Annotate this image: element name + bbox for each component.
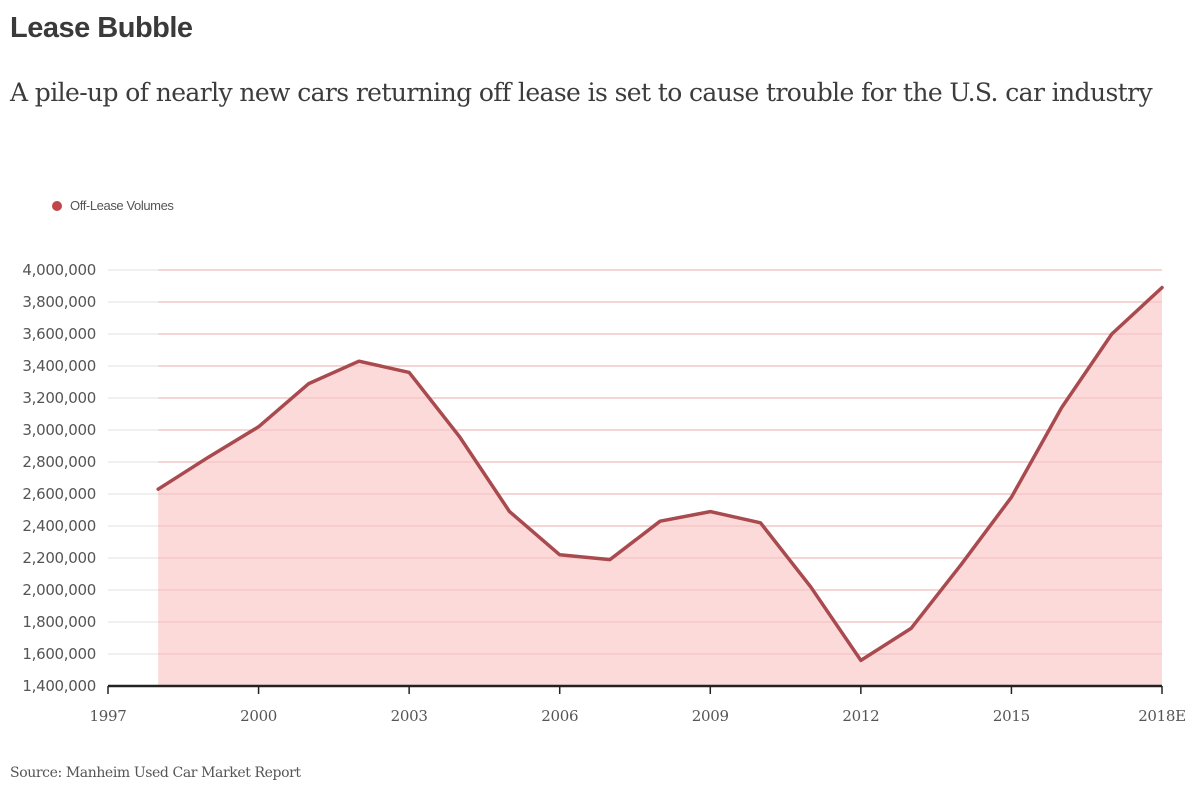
y-tick-label: 3,600,000 bbox=[22, 325, 96, 343]
y-tick-label: 3,000,000 bbox=[22, 421, 96, 439]
y-tick-label: 2,600,000 bbox=[22, 485, 96, 503]
y-tick-label: 2,400,000 bbox=[22, 517, 96, 535]
chart-title: Lease Bubble bbox=[10, 12, 193, 44]
legend: Off-Lease Volumes bbox=[52, 198, 174, 213]
x-tick-label: 2018E bbox=[1138, 707, 1186, 725]
chart-subtitle: A pile-up of nearly new cars returning o… bbox=[10, 78, 1153, 107]
y-tick-label: 1,800,000 bbox=[22, 613, 96, 631]
source-note: Source: Manheim Used Car Market Report bbox=[10, 765, 301, 781]
y-tick-label: 3,200,000 bbox=[22, 389, 96, 407]
legend-dot-icon bbox=[52, 200, 62, 211]
x-tick-label: 2000 bbox=[240, 707, 277, 725]
x-tick-label: 2015 bbox=[993, 707, 1030, 725]
x-tick-label: 2006 bbox=[541, 707, 578, 725]
area-fill bbox=[158, 287, 1162, 686]
y-tick-label: 2,000,000 bbox=[22, 581, 96, 599]
x-axis: 1997 2000 2003 2006 2009 2012 2015 2018E bbox=[90, 684, 1186, 725]
x-tick-label: 2009 bbox=[692, 707, 729, 725]
area-layer bbox=[156, 269, 1164, 686]
x-tick-label: 2003 bbox=[391, 707, 428, 725]
y-tick-label: 1,600,000 bbox=[22, 645, 96, 663]
y-tick-label: 3,400,000 bbox=[22, 357, 96, 375]
series-line-off-lease-volumes bbox=[156, 285, 1164, 663]
y-axis-ticks: 4,000,000 3,800,000 3,600,000 3,400,000 3,20… bbox=[22, 261, 96, 695]
y-tick-label: 2,800,000 bbox=[22, 453, 96, 471]
x-tick-label: 1997 bbox=[90, 707, 127, 725]
legend-label: Off-Lease Volumes bbox=[70, 198, 174, 213]
y-tick-label: 2,200,000 bbox=[22, 549, 96, 567]
x-tick-label: 2012 bbox=[842, 707, 879, 725]
y-tick-label: 3,800,000 bbox=[22, 293, 96, 311]
y-tick-label: 4,000,000 bbox=[22, 261, 96, 279]
y-tick-label: 1,400,000 bbox=[22, 677, 96, 695]
